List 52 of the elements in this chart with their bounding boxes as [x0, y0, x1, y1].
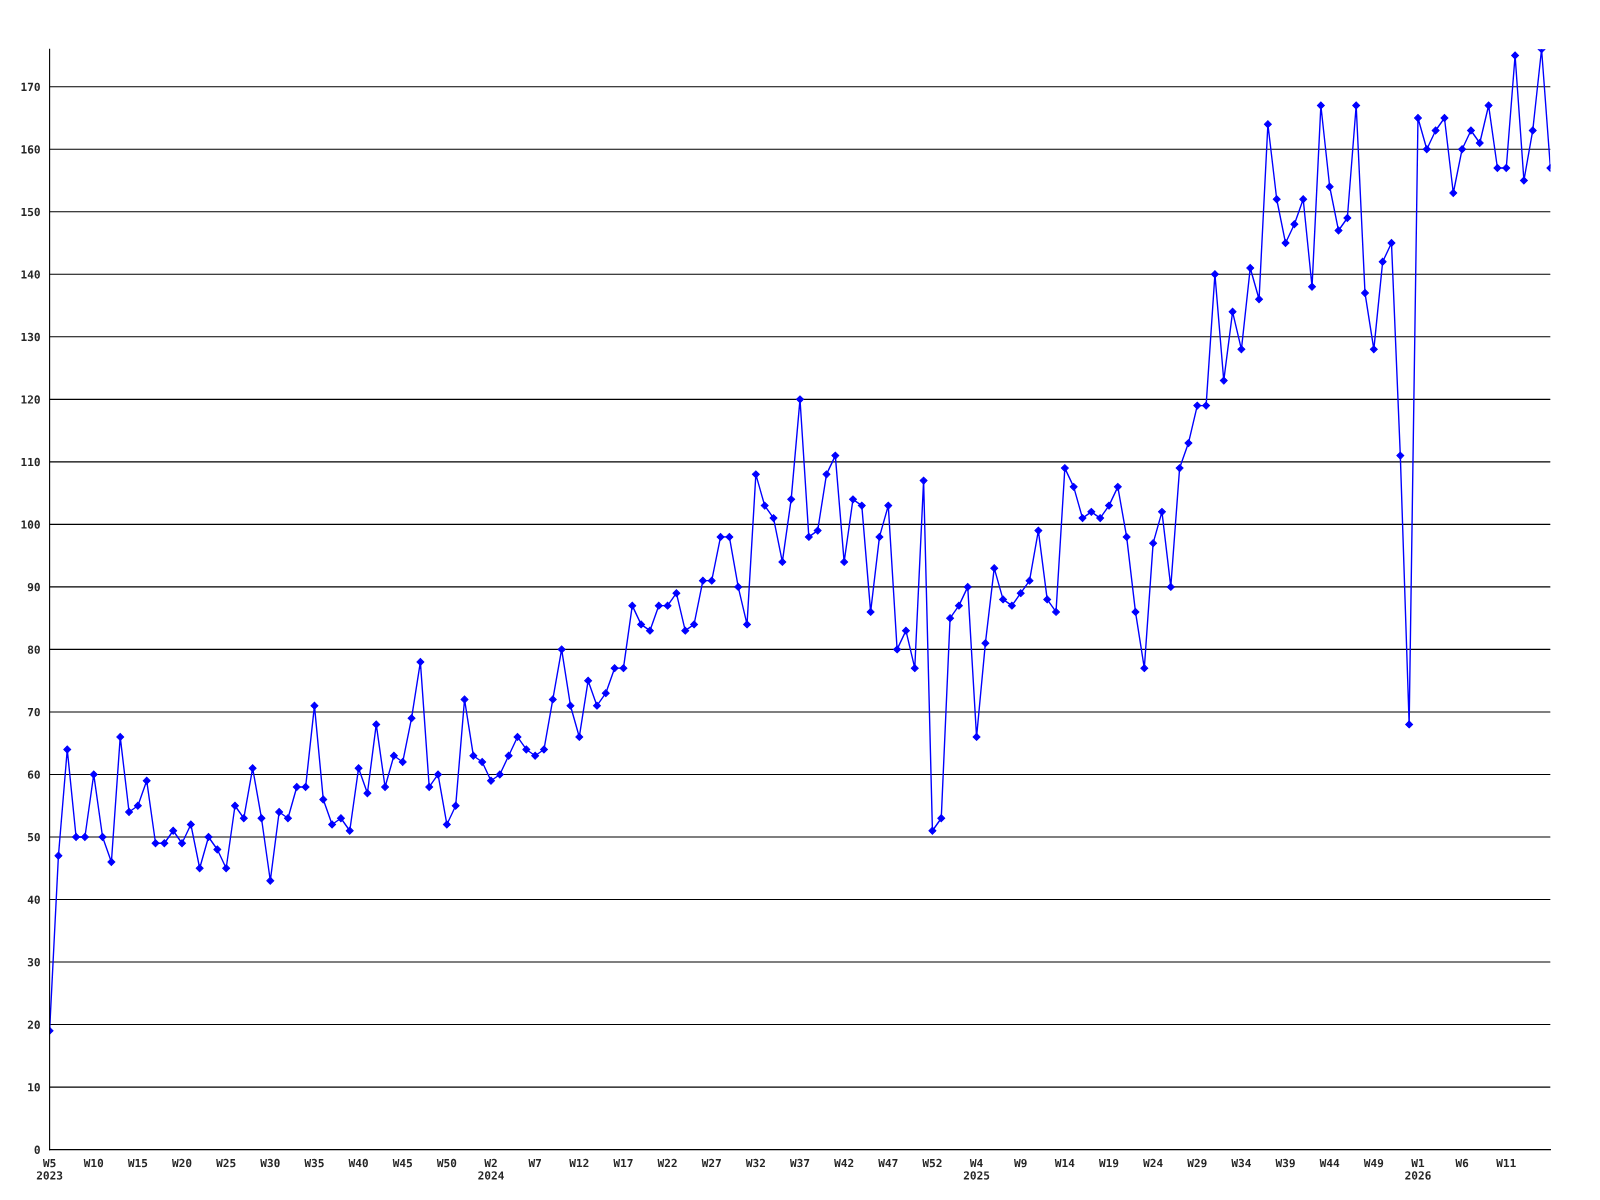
x-tick-label: W50 — [436, 1158, 457, 1168]
x-tick-label: W29 — [1187, 1158, 1207, 1168]
y-tick-label: 170 — [21, 82, 40, 92]
x-tick-label: W10 — [83, 1158, 104, 1168]
y-tick-label: 40 — [27, 895, 40, 904]
y-tick-label: 150 — [21, 207, 40, 217]
y-tick-label: 0 — [34, 1145, 40, 1154]
y-tick-label: 100 — [21, 520, 40, 529]
x-tick-label: W20 — [171, 1158, 192, 1168]
x-tick-label: W40 — [348, 1158, 368, 1168]
x-tick-label: W19 — [1098, 1158, 1119, 1168]
x-tick-label: W2 2024 — [478, 1158, 504, 1180]
y-tick-label: 140 — [21, 270, 40, 279]
x-tick-label: W39 — [1275, 1158, 1295, 1168]
y-tick-label: 70 — [27, 707, 40, 717]
y-tick-label: 60 — [27, 770, 40, 779]
x-tick-label: W45 — [392, 1158, 413, 1168]
y-tick-label: 130 — [21, 332, 40, 342]
y-tick-label: 160 — [21, 145, 40, 154]
x-tick-label: W42 — [834, 1158, 854, 1168]
y-tick-label: 80 — [27, 645, 40, 654]
y-tick-label: 90 — [27, 582, 40, 592]
x-tick-label: W34 — [1231, 1158, 1251, 1168]
x-tick-label: W5 2023 — [36, 1158, 63, 1180]
y-tick-label: 120 — [21, 395, 40, 404]
x-tick-label: W49 — [1363, 1158, 1384, 1168]
x-tick-label: W30 — [260, 1158, 280, 1168]
x-tick-label: W14 — [1054, 1158, 1075, 1168]
x-tick-label: W1 2026 — [1405, 1158, 1431, 1180]
x-tick-label: W25 — [216, 1158, 236, 1168]
x-tick-label: W4 2025 — [963, 1158, 990, 1180]
x-tick-label: W35 — [304, 1158, 324, 1168]
x-tick-label: W44 — [1319, 1158, 1340, 1168]
y-tick-label: 110 — [21, 457, 40, 467]
x-tick-label: W47 — [878, 1158, 898, 1168]
y-tick-label: 20 — [27, 1020, 40, 1029]
x-tick-label: W15 — [127, 1158, 148, 1168]
x-tick-label: W6 — [1455, 1158, 1469, 1168]
x-tick-label: W9 — [1014, 1158, 1027, 1168]
x-tick-label: W32 — [745, 1158, 765, 1168]
x-tick-label: W11 — [1496, 1158, 1516, 1168]
x-tick-label: W27 — [701, 1158, 721, 1168]
x-tick-label: W7 — [528, 1158, 542, 1168]
x-tick-label: W12 — [569, 1158, 589, 1168]
x-tick-label: W24 — [1143, 1158, 1163, 1168]
x-tick-label: W22 — [657, 1158, 677, 1168]
y-tick-label: 10 — [28, 1083, 40, 1092]
x-tick-label: W17 — [613, 1158, 633, 1168]
y-tick-label: 50 — [27, 832, 40, 842]
y-tick-label: 30 — [27, 958, 40, 967]
x-tick-label: W37 — [789, 1158, 810, 1168]
x-tick-label: W52 — [922, 1158, 942, 1168]
